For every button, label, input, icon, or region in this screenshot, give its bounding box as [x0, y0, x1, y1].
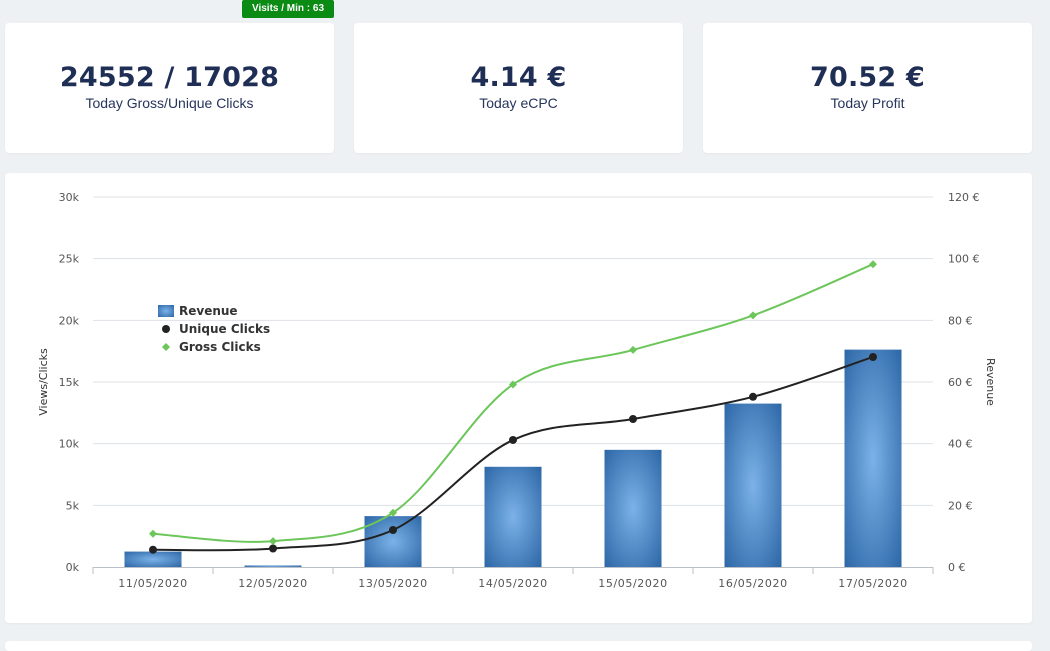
unique-clicks-point — [269, 544, 277, 553]
y2-axis-title: Revenue — [984, 358, 997, 406]
gross-clicks-point — [509, 380, 517, 389]
next-panel-edge — [5, 641, 1032, 651]
y2-tick-label: 100 € — [948, 253, 980, 266]
gross-clicks-point — [629, 345, 637, 354]
legend-revenue-swatch — [158, 305, 174, 317]
x-tick-label: 12/05/2020 — [238, 577, 307, 590]
y-axis-title: Views/Clicks — [37, 348, 50, 416]
unique-clicks-point — [869, 352, 877, 361]
profit-value: 70.52 € — [810, 62, 925, 93]
y2-tick-label: 80 € — [948, 314, 973, 327]
x-tick-label: 17/05/2020 — [838, 577, 907, 590]
ecpc-value: 4.14 € — [470, 62, 567, 93]
y2-tick-label: 0 € — [948, 561, 966, 574]
visits-per-minute-badge: Visits / Min : 63 — [242, 0, 334, 18]
legend-label: Revenue — [179, 304, 238, 318]
traffic-revenue-chart-card: 0k 5k 10k 15k 20k 25k 30k 0 € 20 € 40 € 60 € 80 € 10… — [5, 173, 1032, 623]
y-tick-label: 5k — [66, 499, 80, 512]
x-tick-label: 16/05/2020 — [718, 577, 787, 590]
revenue-bar — [364, 516, 422, 567]
profit-label: Today Profit — [830, 95, 905, 111]
ecpc-card: 4.14 € Today eCPC — [354, 23, 683, 153]
legend-gross-swatch — [162, 343, 170, 351]
unique-clicks-point — [629, 415, 637, 423]
legend-label: Gross Clicks — [179, 340, 261, 354]
revenue-bar — [484, 466, 542, 567]
y-tick-label: 10k — [59, 438, 80, 451]
y-tick-label: 25k — [59, 253, 80, 266]
revenue-bar — [124, 551, 182, 567]
unique-clicks-point — [389, 526, 397, 534]
y-tick-label: 15k — [59, 376, 80, 389]
x-tick-label: 11/05/2020 — [118, 577, 187, 590]
revenue-bar — [844, 349, 902, 567]
y2-tick-label: 40 € — [948, 438, 973, 451]
legend-label: Unique Clicks — [179, 322, 270, 336]
y2-tick-label: 60 € — [948, 376, 973, 389]
profit-card: 70.52 € Today Profit — [703, 23, 1032, 153]
y-tick-label: 0k — [66, 561, 80, 574]
y-tick-label: 20k — [59, 314, 80, 327]
x-tick-label: 14/05/2020 — [478, 577, 547, 590]
gross-unique-clicks-value: 24552 / 17028 — [59, 62, 280, 93]
x-tick-label: 13/05/2020 — [358, 577, 427, 590]
revenue-bar — [604, 449, 662, 567]
gross-clicks-point — [149, 529, 157, 538]
unique-clicks-point — [509, 435, 517, 444]
x-tick-label: 15/05/2020 — [598, 577, 667, 590]
y2-tick-label: 20 € — [948, 499, 973, 512]
gross-unique-clicks-label: Today Gross/Unique Clicks — [85, 95, 254, 111]
ecpc-label: Today eCPC — [479, 95, 558, 111]
revenue-bar — [244, 565, 302, 567]
y2-tick-label: 120 € — [948, 191, 980, 204]
gross-unique-clicks-card: 24552 / 17028 Today Gross/Unique Clicks — [5, 23, 334, 153]
gross-clicks-point — [269, 537, 277, 546]
traffic-revenue-chart: 0k 5k 10k 15k 20k 25k 30k 0 € 20 € 40 € 60 € 80 € 10… — [37, 191, 997, 590]
y-tick-label: 30k — [59, 191, 80, 204]
unique-clicks-point — [749, 392, 757, 401]
gross-clicks-point — [869, 260, 877, 269]
gross-clicks-point — [389, 508, 397, 517]
revenue-bar — [724, 403, 782, 567]
gross-clicks-point — [749, 311, 757, 320]
legend-unique-swatch — [162, 325, 170, 333]
unique-clicks-point — [149, 545, 157, 554]
